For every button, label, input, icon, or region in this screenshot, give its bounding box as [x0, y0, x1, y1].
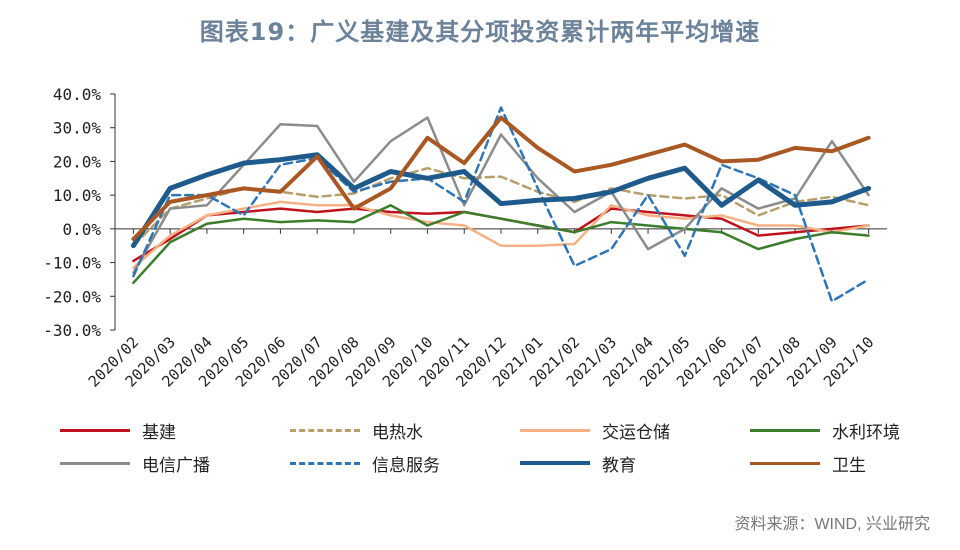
y-tick-label: 0.0% [62, 220, 101, 239]
legend-label: 卫生 [832, 455, 866, 476]
legend-label: 电信广播 [142, 455, 210, 476]
y-tick-label: 20.0% [53, 152, 102, 171]
series-line-7 [130, 152, 872, 249]
legend-swatch [520, 461, 590, 465]
legend-item: 电信广播 [60, 451, 210, 476]
series-line-3 [132, 200, 870, 269]
legend-swatch [60, 428, 130, 432]
legend-item: 电热水 [290, 418, 423, 443]
legend-item: 卫生 [750, 451, 866, 476]
y-tick-label: -30.0% [43, 321, 101, 340]
legend-label: 交运仓储 [602, 422, 670, 443]
series-line-2 [132, 166, 870, 247]
legend-item: 信息服务 [290, 451, 440, 476]
chart-title: 图表19：广义基建及其分项投资累计两年平均增速 [199, 18, 761, 46]
legend-item: 水利环境 [750, 418, 900, 443]
legend-label: 信息服务 [372, 455, 440, 476]
y-tick-label: -20.0% [43, 287, 101, 306]
legend-swatch [290, 461, 360, 465]
series-line-8 [131, 115, 871, 241]
legend-swatch [750, 428, 820, 432]
legend-label: 水利环境 [832, 422, 900, 443]
legend-label: 电热水 [372, 422, 423, 443]
series-line-5 [132, 116, 870, 274]
series-line-4 [132, 204, 870, 285]
y-tick-label: 10.0% [53, 186, 102, 205]
legend-item: 交运仓储 [520, 418, 670, 443]
series-line-6 [132, 106, 870, 303]
legend-swatch [290, 428, 360, 432]
legend-swatch [750, 461, 820, 465]
source-note: 资料来源：WIND, 兴业研究 [734, 516, 930, 533]
legend-swatch [520, 428, 590, 432]
legend-label: 教育 [602, 455, 636, 476]
legend-label: 基建 [142, 422, 176, 443]
legend-item: 教育 [520, 451, 636, 476]
y-tick-label: 30.0% [53, 119, 102, 138]
legend-item: 基建 [60, 418, 176, 443]
legend-swatch [60, 461, 130, 465]
series-line-1 [132, 207, 870, 263]
y-tick-label: -10.0% [43, 254, 101, 273]
y-tick-label: 40.0% [53, 85, 102, 104]
